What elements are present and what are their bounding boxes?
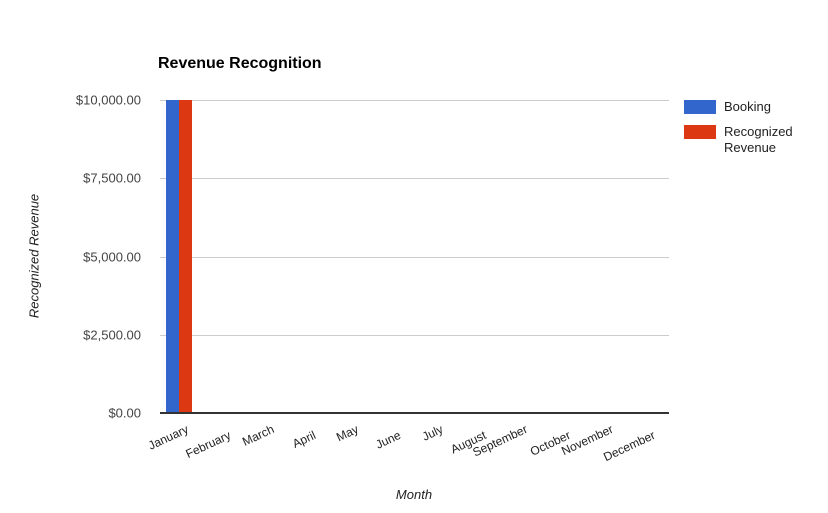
x-axis-line (160, 412, 669, 414)
y-tick-label: $10,000.00 (75, 92, 141, 108)
y-tick-label: $0.00 (108, 405, 141, 421)
x-tick-label: April (290, 428, 319, 451)
bar-booking[interactable] (166, 100, 179, 413)
gridline (160, 334, 669, 336)
y-tick-label: $2,500.00 (83, 327, 141, 343)
gridline (160, 100, 669, 101)
x-tick-label: February (183, 428, 234, 461)
y-axis-label: Recognized Revenue (26, 193, 42, 319)
legend-swatch-recognized-revenue (684, 125, 716, 139)
x-tick-label: March (239, 422, 277, 449)
legend-swatch-booking (684, 100, 716, 114)
x-tick-label: June (373, 428, 403, 452)
legend-label: Recognized Revenue (724, 124, 793, 155)
legend-item-recognized-revenue[interactable]: Recognized Revenue (684, 124, 814, 156)
x-tick-label: July (420, 422, 446, 444)
y-tick-label: $5,000.00 (83, 249, 141, 264)
gridline (160, 256, 669, 258)
gridline (160, 178, 669, 180)
x-axis-label: Month (395, 487, 433, 502)
chart-title: Revenue Recognition (158, 55, 322, 72)
legend-label: Booking (724, 99, 771, 114)
bar-recognized-revenue[interactable] (179, 100, 192, 413)
legend-item-booking[interactable]: Booking (684, 99, 814, 115)
y-tick-label: $7,500.00 (83, 170, 141, 186)
x-tick-label: May (333, 422, 361, 445)
